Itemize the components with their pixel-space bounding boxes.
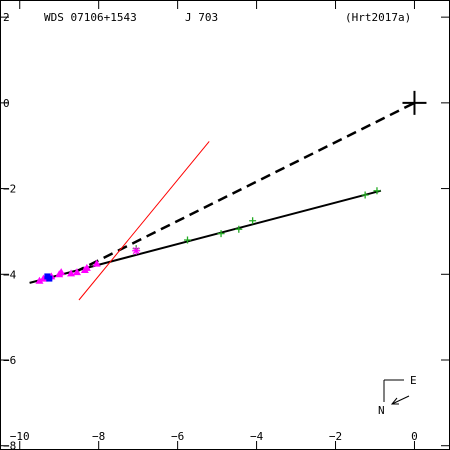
motion-arrow-head-icon <box>390 397 399 405</box>
compass-east-label: E <box>410 374 417 387</box>
plus-point <box>235 225 243 233</box>
reference-code: (Hrt2017a) <box>345 11 411 24</box>
red-line <box>78 141 210 301</box>
plus-point <box>217 230 225 238</box>
triangle-point <box>35 276 44 284</box>
plus-point <box>373 187 381 195</box>
plus-point <box>249 217 257 225</box>
y-tick-label: 0 <box>3 97 10 110</box>
wds-identifier: WDS 07106+1543 <box>44 11 137 24</box>
motion-arrow-shaft <box>391 395 410 405</box>
x-tick-label: −8 <box>92 430 105 443</box>
y-tick-label: −4 <box>3 268 17 281</box>
x-tick-label: −2 <box>329 430 342 443</box>
x-tick-label: −4 <box>250 430 264 443</box>
star-point <box>132 246 141 255</box>
compass: E N <box>378 374 417 417</box>
x-tick-label: −6 <box>171 430 184 443</box>
triangle-point <box>82 263 91 271</box>
y-tick-label: −2 <box>3 183 16 196</box>
triangle-point <box>72 268 81 276</box>
square-point <box>46 275 53 282</box>
triangle-point <box>39 274 48 282</box>
y-tick-label: 2 <box>3 11 10 24</box>
tick-labels: −10 −8 −6 −4 −2 020−2−4−6−8 <box>3 11 418 450</box>
plus-point <box>184 236 191 244</box>
y-tick-label: −8 <box>3 440 16 450</box>
x-tick-label: 0 <box>411 430 418 443</box>
observation-points <box>35 187 381 284</box>
plus-point <box>361 191 369 199</box>
x-tick-label: −10 <box>10 430 30 443</box>
discoverer-code: J 703 <box>185 11 218 24</box>
compass-north-label: N <box>378 404 385 417</box>
y-tick-label: −6 <box>3 354 16 367</box>
triangle-point <box>67 269 76 277</box>
triangle-point <box>57 268 66 276</box>
triangle-point <box>92 259 101 267</box>
